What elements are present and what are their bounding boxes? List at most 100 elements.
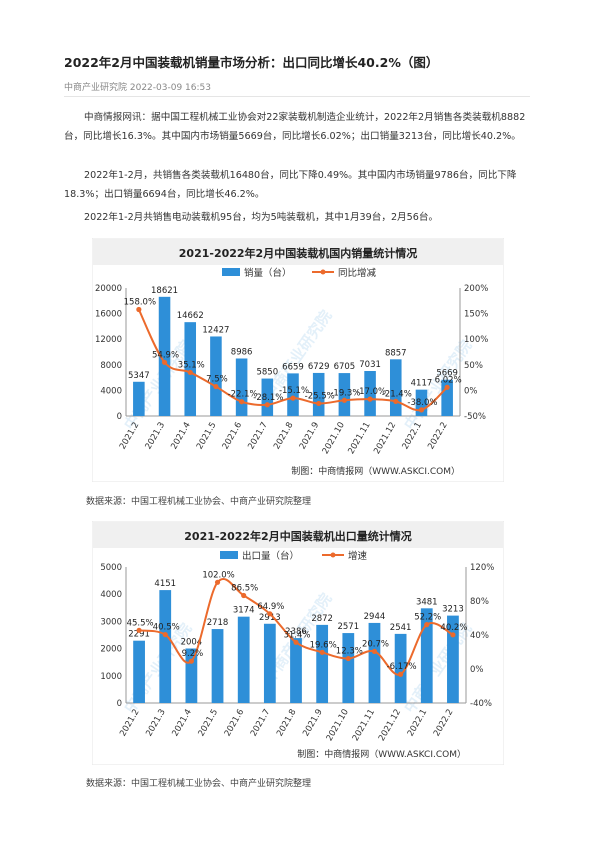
growth-value-label: 40.5% bbox=[153, 623, 180, 633]
growth-value-label: 9.2% bbox=[182, 649, 204, 659]
domestic-sales-chart: 2021-2022年2月中国装载机国内销量统计情况 中商产业研究院 中商产业研究院中… bbox=[92, 238, 504, 482]
growth-value-label: 6.02% bbox=[435, 375, 462, 385]
growth-point bbox=[367, 396, 373, 402]
bar bbox=[364, 371, 376, 416]
y-tick-left-label: 1000 bbox=[100, 672, 122, 682]
growth-value-label: -22.1% bbox=[228, 390, 258, 400]
legend-line-marker bbox=[320, 269, 326, 275]
legend-bar-label: 销量（台） bbox=[244, 267, 292, 279]
bar-value-label: 2541 bbox=[390, 623, 412, 633]
growth-value-label: -17.0% bbox=[356, 387, 386, 397]
growth-point bbox=[316, 400, 322, 407]
growth-point bbox=[319, 649, 325, 655]
bar-value-label: 2944 bbox=[364, 612, 386, 622]
bar bbox=[447, 615, 459, 703]
bar-value-label: 2571 bbox=[337, 622, 359, 632]
y-tick-right-label: 150% bbox=[464, 310, 488, 320]
y-tick-right-label: 120% bbox=[470, 563, 494, 573]
growth-point bbox=[188, 658, 194, 664]
growth-value-label: 12.3% bbox=[336, 647, 363, 657]
legend-line-marker bbox=[330, 552, 336, 558]
bar bbox=[338, 373, 351, 416]
bar bbox=[290, 638, 302, 703]
growth-point bbox=[264, 402, 270, 408]
growth-point bbox=[290, 395, 296, 401]
bar bbox=[312, 372, 325, 416]
y-tick-left-label: 5000 bbox=[100, 563, 122, 573]
bar-value-label: 2913 bbox=[259, 613, 281, 623]
y-tick-right-label: 0% bbox=[464, 386, 478, 396]
source-note-1: 数据来源：中国工程机械工业协会、中商产业研究院整理 bbox=[86, 497, 312, 507]
chart-title-banner bbox=[93, 522, 503, 548]
y-tick-left-label: 16000 bbox=[95, 310, 122, 320]
chart-credit: 制图：中商情报网（WWW.ASKCI.COM） bbox=[297, 748, 466, 760]
export-chart-svg: 2021-2022年2月中国装载机出口量统计情况中商产业研究院中商产业研究院中商… bbox=[92, 521, 504, 765]
y-tick-left-label: 3000 bbox=[100, 617, 122, 627]
y-tick-left-label: 0 bbox=[117, 699, 122, 709]
bar-value-label: 4117 bbox=[411, 379, 433, 389]
growth-value-label: 52.2% bbox=[414, 613, 441, 623]
growth-point bbox=[371, 648, 378, 655]
paragraph-3: 2022年1-2月共销售电动装载机95台，均为5吨装载机，其中1月39台，2月5… bbox=[84, 212, 439, 223]
bar bbox=[158, 296, 171, 416]
y-tick-right-label: -40% bbox=[470, 699, 492, 709]
bar bbox=[316, 624, 329, 703]
legend-line-label: 增速 bbox=[348, 550, 368, 562]
y-tick-left-label: 4000 bbox=[100, 386, 122, 396]
bar-value-label: 3213 bbox=[442, 605, 464, 615]
growth-value-label: 40.2% bbox=[440, 623, 467, 633]
bar bbox=[441, 379, 453, 416]
growth-value-label: -28.1% bbox=[253, 393, 283, 403]
growth-point bbox=[161, 359, 168, 365]
bar-value-label: 5347 bbox=[128, 371, 150, 381]
growth-value-label: 64.9% bbox=[257, 602, 284, 612]
bar-value-label: 2386 bbox=[285, 627, 307, 637]
y-tick-right-label: 40% bbox=[470, 631, 489, 641]
bar-value-label: 8857 bbox=[385, 348, 407, 358]
legend-bar-swatch bbox=[222, 268, 240, 276]
paragraph-2: 2022年1-2月，共销售各类装载机16480台，同比下降0.49%。其中国内市… bbox=[64, 170, 517, 200]
bar-value-label: 6659 bbox=[282, 362, 304, 372]
growth-point bbox=[418, 407, 425, 413]
bar bbox=[394, 633, 407, 703]
export-chart: 2021-2022年2月中国装载机出口量统计情况中商产业研究院中商产业研究院中商… bbox=[92, 521, 504, 765]
bar bbox=[133, 381, 145, 416]
growth-point bbox=[398, 671, 404, 677]
bar-value-label: 12427 bbox=[202, 325, 229, 335]
growth-point bbox=[241, 592, 247, 599]
growth-value-label: -21.4% bbox=[382, 389, 412, 399]
bar-value-label: 2291 bbox=[128, 630, 150, 640]
growth-value-label: 7.5% bbox=[206, 375, 228, 385]
bar bbox=[415, 389, 428, 416]
growth-value-label: 86.5% bbox=[231, 583, 258, 593]
chart-title: 2021-2022年2月中国装载机国内销量统计情况 bbox=[179, 246, 417, 260]
growth-point bbox=[136, 306, 142, 313]
bar bbox=[210, 336, 222, 416]
y-tick-right-label: 100% bbox=[464, 335, 488, 345]
growth-point bbox=[393, 398, 399, 404]
chart-credit: 制图：中商情报网（WWW.ASKCI.COM） bbox=[291, 465, 460, 477]
bar-value-label: 6705 bbox=[334, 362, 356, 372]
bar bbox=[237, 616, 250, 703]
y-tick-right-label: 200% bbox=[464, 284, 488, 294]
bar-value-label: 8986 bbox=[231, 347, 253, 357]
bar bbox=[342, 633, 355, 703]
y-tick-left-label: 20000 bbox=[95, 284, 122, 294]
bar-value-label: 7031 bbox=[359, 360, 381, 370]
bar-value-label: 2718 bbox=[207, 618, 229, 628]
bar bbox=[420, 608, 433, 703]
bar bbox=[159, 590, 172, 703]
bar bbox=[185, 648, 198, 703]
growth-point bbox=[136, 627, 142, 633]
y-tick-left-label: 8000 bbox=[100, 361, 122, 371]
growth-value-label: 19.6% bbox=[310, 640, 337, 650]
growth-point bbox=[239, 399, 245, 405]
bar bbox=[211, 629, 224, 703]
bar bbox=[235, 358, 248, 416]
growth-value-label: 45.5% bbox=[127, 618, 154, 628]
bar-value-label: 6729 bbox=[308, 362, 330, 372]
legend-bar-swatch bbox=[220, 551, 238, 559]
growth-value-label: 158.0% bbox=[124, 298, 156, 308]
growth-value-label: 102.0% bbox=[202, 570, 234, 580]
growth-value-label: -25.5% bbox=[305, 391, 335, 401]
